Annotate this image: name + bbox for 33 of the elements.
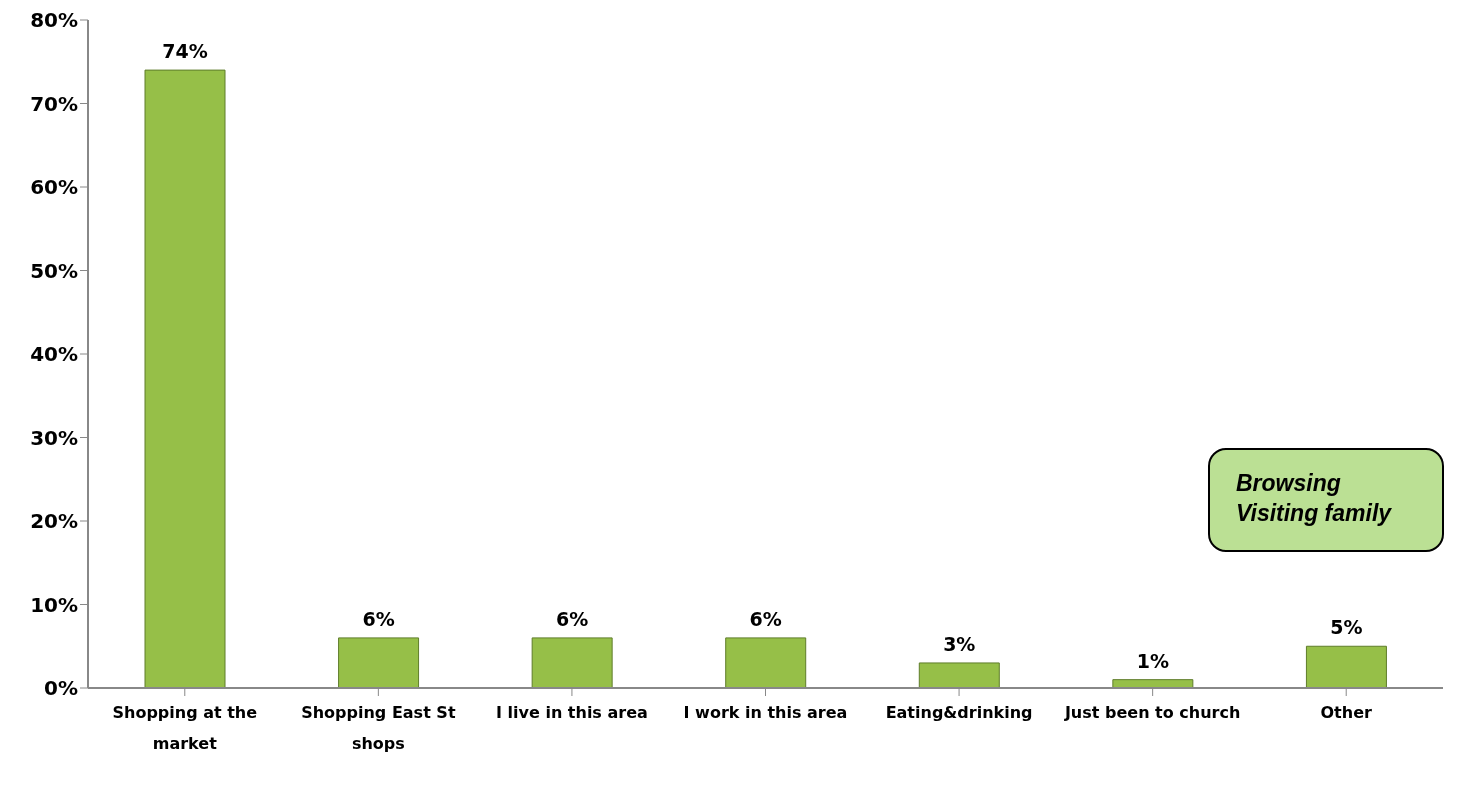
x-tick-label: Shopping at the market: [112, 703, 258, 753]
data-label: 6%: [556, 607, 589, 630]
bar: [338, 637, 420, 688]
data-label: 74%: [162, 40, 208, 63]
bar: [1112, 679, 1194, 688]
y-tick-label: 80%: [30, 8, 78, 33]
x-tick-label: Just been to church: [1063, 703, 1241, 722]
y-tick-label: 60%: [30, 175, 78, 200]
x-tick-label: Shopping East St shops: [301, 703, 456, 753]
x-tick-label: Eating&drinking: [885, 703, 1033, 722]
note-box: Browsing Visiting family: [1208, 448, 1444, 552]
data-label: 1%: [1136, 649, 1169, 672]
annotation: Visiting family: [1236, 499, 1393, 528]
data-label: 5%: [1330, 616, 1363, 639]
bar: [144, 69, 226, 688]
y-tick-label: 30%: [30, 425, 78, 450]
bar: [725, 637, 807, 688]
y-tick-label: 70%: [30, 91, 78, 116]
y-tick-label: 40%: [30, 342, 78, 367]
annotation: Browsing: [1236, 469, 1342, 498]
bar: [531, 637, 613, 688]
data-label: 6%: [362, 607, 395, 630]
bar: [1305, 645, 1387, 688]
y-tick-label: 10%: [30, 592, 78, 617]
y-tick-label: 0%: [44, 676, 78, 701]
y-tick-label: 20%: [30, 509, 78, 534]
data-label: 3%: [943, 632, 976, 655]
bar: [918, 662, 1000, 688]
x-tick-label: Other: [1320, 703, 1373, 722]
x-tick-label: I work in this area: [683, 703, 848, 722]
x-tick-label: I live in this area: [496, 703, 648, 722]
y-tick-label: 50%: [30, 258, 78, 283]
data-label: 6%: [749, 607, 782, 630]
